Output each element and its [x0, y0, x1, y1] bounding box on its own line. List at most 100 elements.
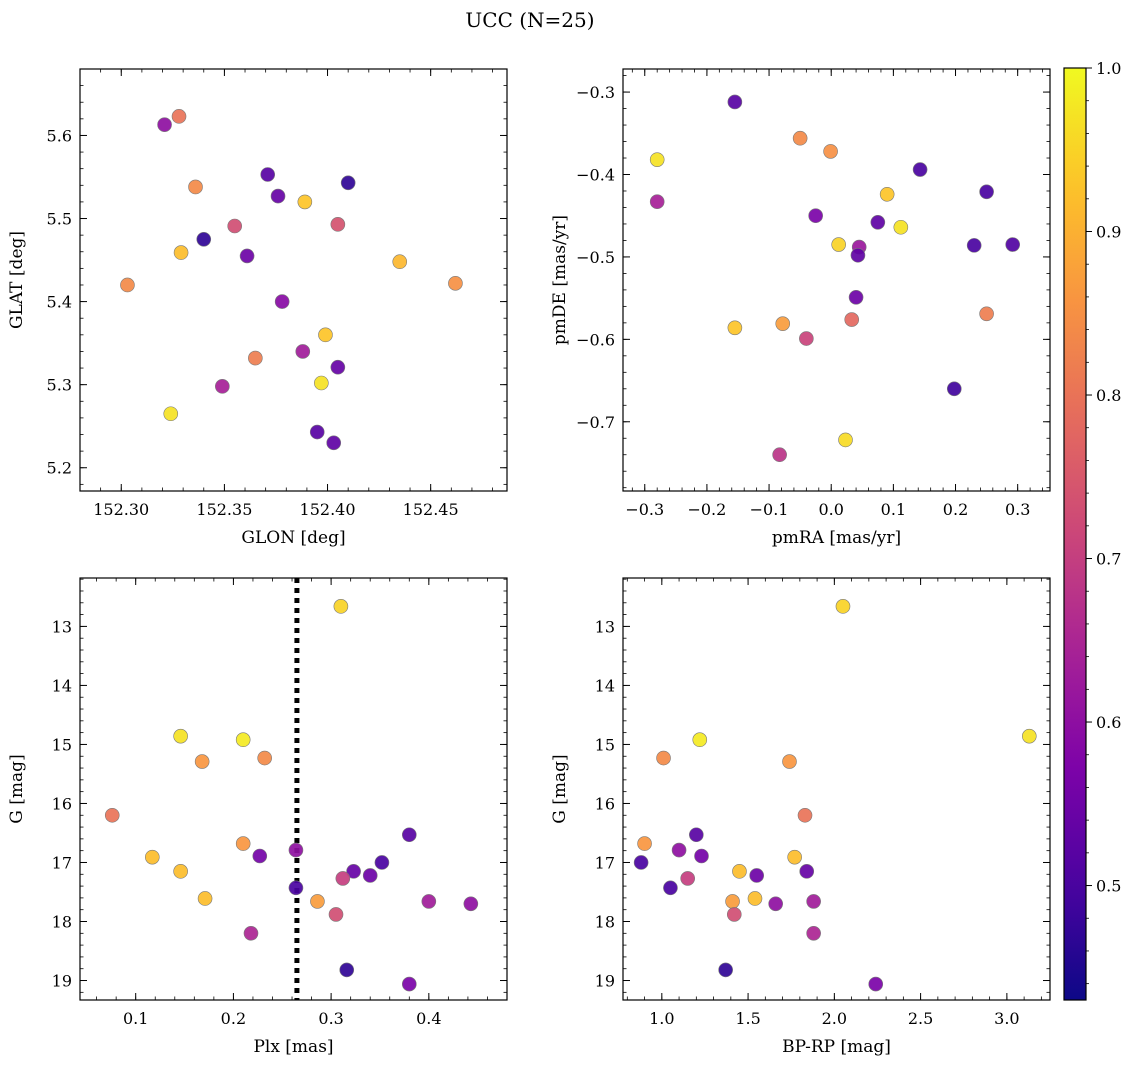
data-point — [633, 855, 649, 870]
y-axis-label: G [mag] — [7, 754, 27, 823]
y-tick-label: 5.4 — [47, 293, 72, 312]
data-point — [215, 379, 230, 394]
data-point — [333, 599, 349, 614]
data-point — [870, 215, 886, 230]
data-point — [243, 926, 259, 941]
figure-title: UCC (N=25) — [465, 8, 594, 32]
data-point — [270, 188, 286, 204]
x-tick-label: 2.5 — [908, 1009, 933, 1028]
data-point — [157, 117, 172, 132]
data-point — [297, 194, 313, 210]
x-tick-label: 1.5 — [735, 1009, 760, 1028]
x-tick-label: 3.0 — [994, 1009, 1019, 1028]
data-point — [879, 186, 895, 202]
y-tick-label: 18 — [595, 913, 615, 932]
data-point — [197, 891, 213, 906]
data-point — [850, 247, 866, 263]
data-point — [104, 807, 120, 823]
data-point — [227, 218, 243, 234]
data-point — [637, 836, 652, 851]
data-point — [330, 359, 346, 375]
x-axis-label: BP-RP [mag] — [782, 1037, 891, 1057]
y-axis-label: G [mag] — [550, 754, 570, 823]
data-point — [726, 907, 742, 922]
data-point — [680, 871, 695, 886]
data-point — [401, 976, 417, 992]
data-point — [335, 871, 351, 886]
data-point — [966, 238, 982, 253]
y-tick-label: 13 — [52, 617, 72, 636]
panel-2: −0.3 −0.2 −0.1 0.0 0.1 0.2 0.3 −0.3 −0.4 −0.5 −0.6… — [550, 68, 1051, 548]
y-tick-label: 14 — [52, 676, 72, 695]
data-point — [912, 162, 928, 177]
x-tick-label: 0.1 — [123, 1009, 148, 1028]
data-point — [346, 864, 361, 879]
x-tick-label: 0.1 — [881, 500, 906, 519]
x-tick-label: −0.2 — [687, 500, 726, 519]
x-tick-label: 1.0 — [649, 1009, 674, 1028]
data-point — [163, 406, 179, 422]
data-point — [239, 248, 255, 264]
x-tick-label: 0.3 — [1005, 500, 1030, 519]
data-point — [260, 167, 276, 182]
data-point — [835, 599, 851, 614]
data-point — [768, 896, 783, 912]
data-point — [173, 245, 189, 260]
data-point — [328, 907, 344, 922]
data-point — [274, 294, 290, 309]
data-point — [844, 312, 860, 327]
data-point — [663, 880, 678, 896]
data-point — [248, 350, 263, 366]
y-tick-label: 5.3 — [47, 376, 72, 395]
y-tick-label: −0.3 — [576, 83, 615, 102]
data-point — [340, 175, 356, 191]
y-tick-label: 16 — [595, 794, 615, 813]
colorbar-tick-label: 0.8 — [1096, 386, 1121, 405]
data-point — [288, 880, 304, 896]
x-tick-label: −0.3 — [625, 500, 664, 519]
data-point — [979, 184, 994, 200]
data-point — [309, 424, 325, 440]
y-axis-label: GLAT [deg] — [7, 231, 27, 329]
y-tick-label: 18 — [52, 913, 72, 932]
panel-3: 0.1 0.2 0.3 0.4 13 14 15 16 17 18 19 Plx [mas] G [ma… — [7, 577, 508, 1057]
data-point — [671, 842, 687, 858]
data-point — [749, 868, 765, 883]
data-point — [649, 194, 665, 209]
y-tick-label: 19 — [52, 972, 72, 991]
data-point — [797, 807, 813, 823]
y-tick-label: −0.4 — [576, 166, 615, 185]
data-point — [374, 855, 390, 870]
data-point — [173, 728, 188, 744]
data-point — [235, 732, 251, 748]
data-point — [314, 375, 329, 391]
x-axis-label: GLON [deg] — [241, 528, 345, 548]
data-point — [946, 381, 962, 397]
x-tick-label: 0.0 — [818, 500, 843, 519]
data-point — [725, 894, 740, 909]
axes-frame — [79, 577, 508, 1001]
data-point — [838, 432, 853, 448]
data-point — [362, 868, 378, 883]
y-tick-label: 14 — [595, 676, 615, 695]
data-point — [808, 208, 823, 224]
colorbar: 0.5 0.6 0.7 0.8 0.9 1.0 — [1063, 59, 1121, 1001]
data-point — [718, 962, 733, 978]
data-point — [694, 848, 709, 864]
data-point — [787, 849, 802, 865]
y-tick-label: 5.6 — [47, 126, 72, 145]
data-point — [173, 864, 188, 879]
x-axis-label: pmRA [mas/yr] — [772, 528, 901, 548]
data-point — [692, 732, 708, 748]
data-point — [893, 219, 909, 235]
data-point — [463, 896, 479, 912]
x-tick-label: 152.45 — [403, 500, 459, 519]
colorbar-tick-label: 1.0 — [1096, 59, 1121, 78]
x-tick-label: 0.2 — [221, 1009, 246, 1028]
data-point — [727, 320, 743, 336]
data-point — [235, 836, 251, 851]
data-point — [772, 447, 787, 463]
data-point — [120, 277, 135, 293]
y-tick-label: 17 — [52, 853, 72, 872]
